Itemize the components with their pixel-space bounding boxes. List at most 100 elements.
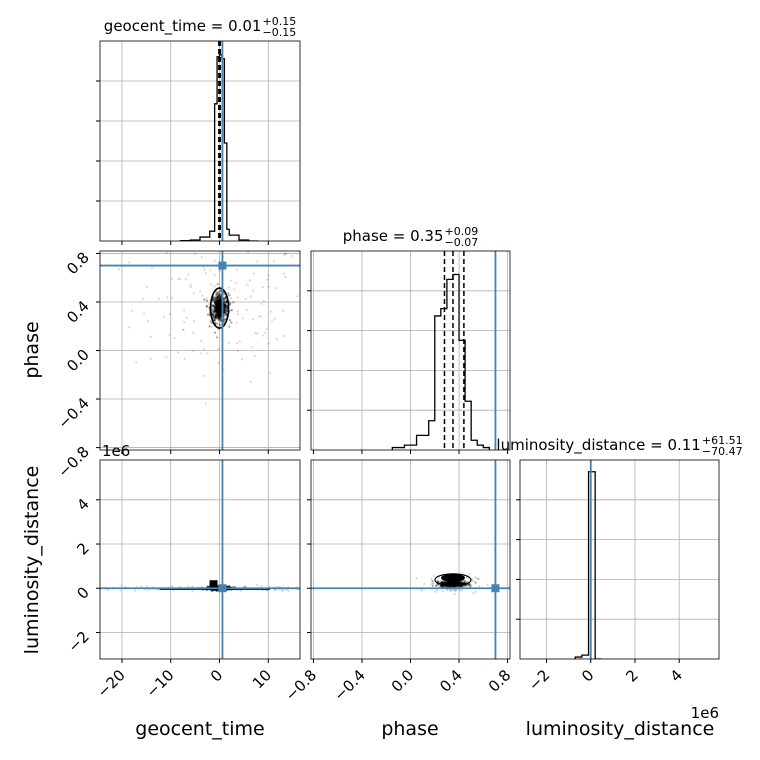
sample-point bbox=[171, 296, 174, 299]
sample-point bbox=[223, 305, 226, 308]
sample-point bbox=[451, 581, 454, 584]
sample-point bbox=[212, 300, 215, 304]
sample-point bbox=[451, 582, 455, 585]
sample-point bbox=[217, 294, 221, 297]
sample-point bbox=[441, 590, 444, 593]
truth-marker bbox=[218, 584, 227, 593]
panel-title-phase: phase = 0.35 +0.09−0.07 bbox=[343, 225, 479, 249]
sample-point bbox=[452, 582, 455, 586]
sample-point bbox=[268, 371, 272, 374]
sample-point bbox=[224, 305, 227, 308]
sample-point bbox=[469, 585, 472, 588]
sample-point bbox=[213, 310, 216, 314]
sample-point bbox=[444, 582, 447, 585]
sample-point bbox=[454, 582, 458, 585]
sample-point bbox=[301, 584, 303, 586]
sample-point bbox=[216, 293, 219, 296]
sample-point bbox=[214, 299, 217, 303]
sample-point bbox=[458, 582, 461, 585]
sample-point bbox=[106, 589, 110, 592]
sample-point bbox=[462, 584, 465, 588]
sample-point bbox=[213, 259, 216, 262]
sample-point bbox=[449, 583, 452, 586]
sample-point bbox=[214, 300, 217, 303]
sample-point bbox=[452, 582, 455, 586]
sample-point bbox=[224, 302, 227, 305]
sample-point bbox=[456, 581, 459, 584]
sample-point bbox=[223, 308, 226, 312]
sample-point bbox=[442, 580, 445, 583]
sample-point bbox=[216, 295, 219, 298]
sample-point bbox=[216, 291, 219, 294]
sample-point bbox=[431, 579, 434, 583]
sample-point bbox=[296, 295, 299, 298]
density-core bbox=[209, 580, 218, 588]
sample-point bbox=[448, 581, 451, 585]
sample-point bbox=[284, 275, 287, 278]
sample-point bbox=[455, 583, 459, 586]
sample-point bbox=[283, 253, 286, 256]
sample-point bbox=[305, 590, 307, 592]
sample-point bbox=[453, 582, 456, 586]
sample-point bbox=[212, 296, 215, 299]
sample-point bbox=[236, 296, 239, 299]
sample-point bbox=[128, 326, 131, 329]
sample-point bbox=[454, 581, 457, 584]
sample-point bbox=[447, 581, 450, 584]
sample-point bbox=[225, 306, 229, 310]
sample-point bbox=[213, 308, 217, 312]
sample-point bbox=[430, 577, 433, 580]
sample-point bbox=[450, 582, 454, 585]
sample-point bbox=[437, 577, 440, 580]
sample-point bbox=[456, 581, 459, 585]
sample-point bbox=[445, 582, 448, 585]
sample-point bbox=[456, 581, 459, 584]
sample-point bbox=[223, 309, 226, 312]
sample-point bbox=[441, 581, 444, 585]
sample-point bbox=[448, 582, 452, 586]
sample-point bbox=[446, 581, 449, 584]
sample-point bbox=[455, 583, 458, 586]
sample-point bbox=[224, 308, 227, 311]
sample-point bbox=[223, 313, 226, 316]
sample-point bbox=[468, 582, 471, 586]
sample-point bbox=[171, 584, 174, 588]
sample-point bbox=[217, 294, 220, 297]
sample-point bbox=[452, 582, 456, 585]
sample-point bbox=[215, 292, 218, 296]
sample-point bbox=[449, 582, 452, 585]
sample-point bbox=[210, 589, 213, 592]
y-tick-label-luminosity_distance: 0 bbox=[73, 583, 92, 602]
sample-point bbox=[290, 254, 293, 258]
sample-point bbox=[213, 316, 216, 319]
sample-point bbox=[215, 246, 217, 248]
sample-point bbox=[452, 582, 456, 585]
sample-point bbox=[243, 585, 247, 588]
sample-point bbox=[452, 581, 455, 584]
sample-point bbox=[444, 581, 447, 584]
sample-point bbox=[430, 582, 433, 586]
sample-point bbox=[458, 582, 462, 585]
sample-point bbox=[437, 583, 440, 586]
sample-point bbox=[452, 581, 455, 584]
sample-point bbox=[212, 298, 215, 301]
sample-point bbox=[275, 588, 278, 592]
sample-point bbox=[449, 589, 452, 592]
y-tick-label-phase: −0.4 bbox=[54, 394, 92, 432]
sample-point bbox=[214, 301, 217, 304]
sample-point bbox=[185, 316, 188, 319]
sample-point bbox=[261, 286, 264, 289]
sample-point bbox=[179, 277, 182, 281]
sample-point bbox=[223, 306, 226, 309]
sample-point bbox=[246, 309, 249, 312]
sample-point bbox=[456, 582, 459, 585]
y-tick-label-luminosity_distance: 2 bbox=[73, 539, 92, 558]
sample-point bbox=[213, 331, 217, 334]
sample-point bbox=[284, 253, 287, 256]
sample-point bbox=[448, 582, 451, 585]
sample-point bbox=[120, 584, 123, 587]
sample-point bbox=[218, 293, 221, 296]
sample-point bbox=[215, 315, 218, 318]
sample-point bbox=[212, 298, 215, 301]
sample-point bbox=[451, 581, 454, 585]
